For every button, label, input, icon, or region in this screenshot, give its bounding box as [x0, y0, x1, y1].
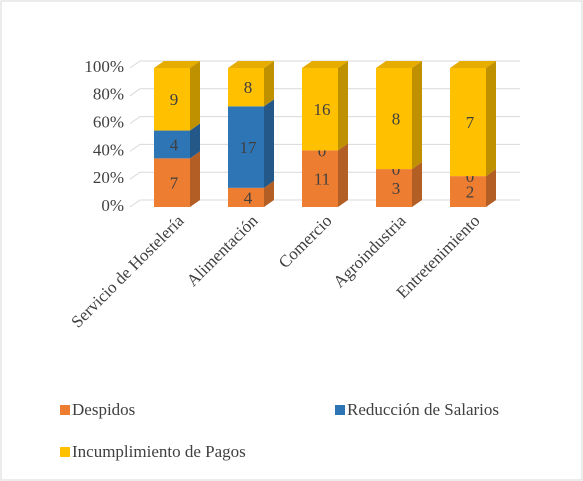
legend-swatch	[60, 447, 70, 457]
bar-side	[190, 123, 200, 159]
data-label: 9	[170, 90, 179, 109]
data-label: 8	[244, 78, 253, 97]
y-tick-label: 80%	[93, 85, 124, 104]
bar-segment	[302, 68, 338, 151]
data-label: 0	[466, 167, 475, 186]
data-label: 8	[392, 109, 401, 128]
bar-side	[264, 61, 274, 107]
bar-segment	[228, 187, 264, 207]
bar-top	[228, 61, 274, 68]
bar-side	[264, 180, 274, 207]
bar-segment	[302, 150, 338, 207]
data-label: 0	[318, 141, 327, 160]
bar-side	[412, 162, 422, 207]
bar-top	[450, 61, 496, 68]
bar-side	[338, 143, 348, 207]
bar-segment	[450, 176, 486, 207]
y-tick-label: 100%	[84, 57, 124, 76]
data-label: 16	[314, 100, 331, 119]
data-label: 7	[466, 113, 475, 132]
bar-segment	[376, 169, 412, 207]
bar-segment	[376, 68, 412, 170]
legend-label: Reducción de Salarios	[347, 400, 499, 419]
data-label: 2	[466, 182, 475, 201]
bar-segment	[228, 106, 264, 188]
data-label: 0	[392, 160, 401, 179]
bar-side	[486, 169, 496, 207]
data-label: 4	[244, 188, 253, 207]
y-tick-label: 20%	[93, 168, 124, 187]
bar-side	[190, 61, 200, 131]
bar-side	[338, 61, 348, 151]
data-label: 3	[392, 179, 401, 198]
y-tick-label: 40%	[93, 140, 124, 159]
bar-side	[264, 99, 274, 188]
bar-side	[190, 151, 200, 207]
bar-top	[154, 61, 200, 68]
legend-swatch	[60, 405, 70, 415]
bar-side	[412, 61, 422, 170]
data-label: 4	[170, 135, 179, 154]
bar-segment	[450, 68, 486, 177]
bar-top	[302, 61, 348, 68]
data-label: 11	[314, 170, 330, 189]
bar-top	[376, 61, 422, 68]
y-tick-label: 60%	[93, 113, 124, 132]
data-label: 17	[240, 138, 258, 157]
y-tick-label: 0%	[101, 196, 124, 215]
bar-side	[486, 61, 496, 177]
bar-segment	[154, 130, 190, 159]
data-label: 7	[170, 174, 179, 193]
legend-label: Despidos	[72, 400, 135, 419]
bar-segment	[154, 68, 190, 131]
bar-segment	[228, 68, 264, 107]
legend-label: Incumplimiento de Pagos	[72, 442, 246, 461]
bar-segment	[154, 158, 190, 207]
legend-swatch	[335, 405, 345, 415]
